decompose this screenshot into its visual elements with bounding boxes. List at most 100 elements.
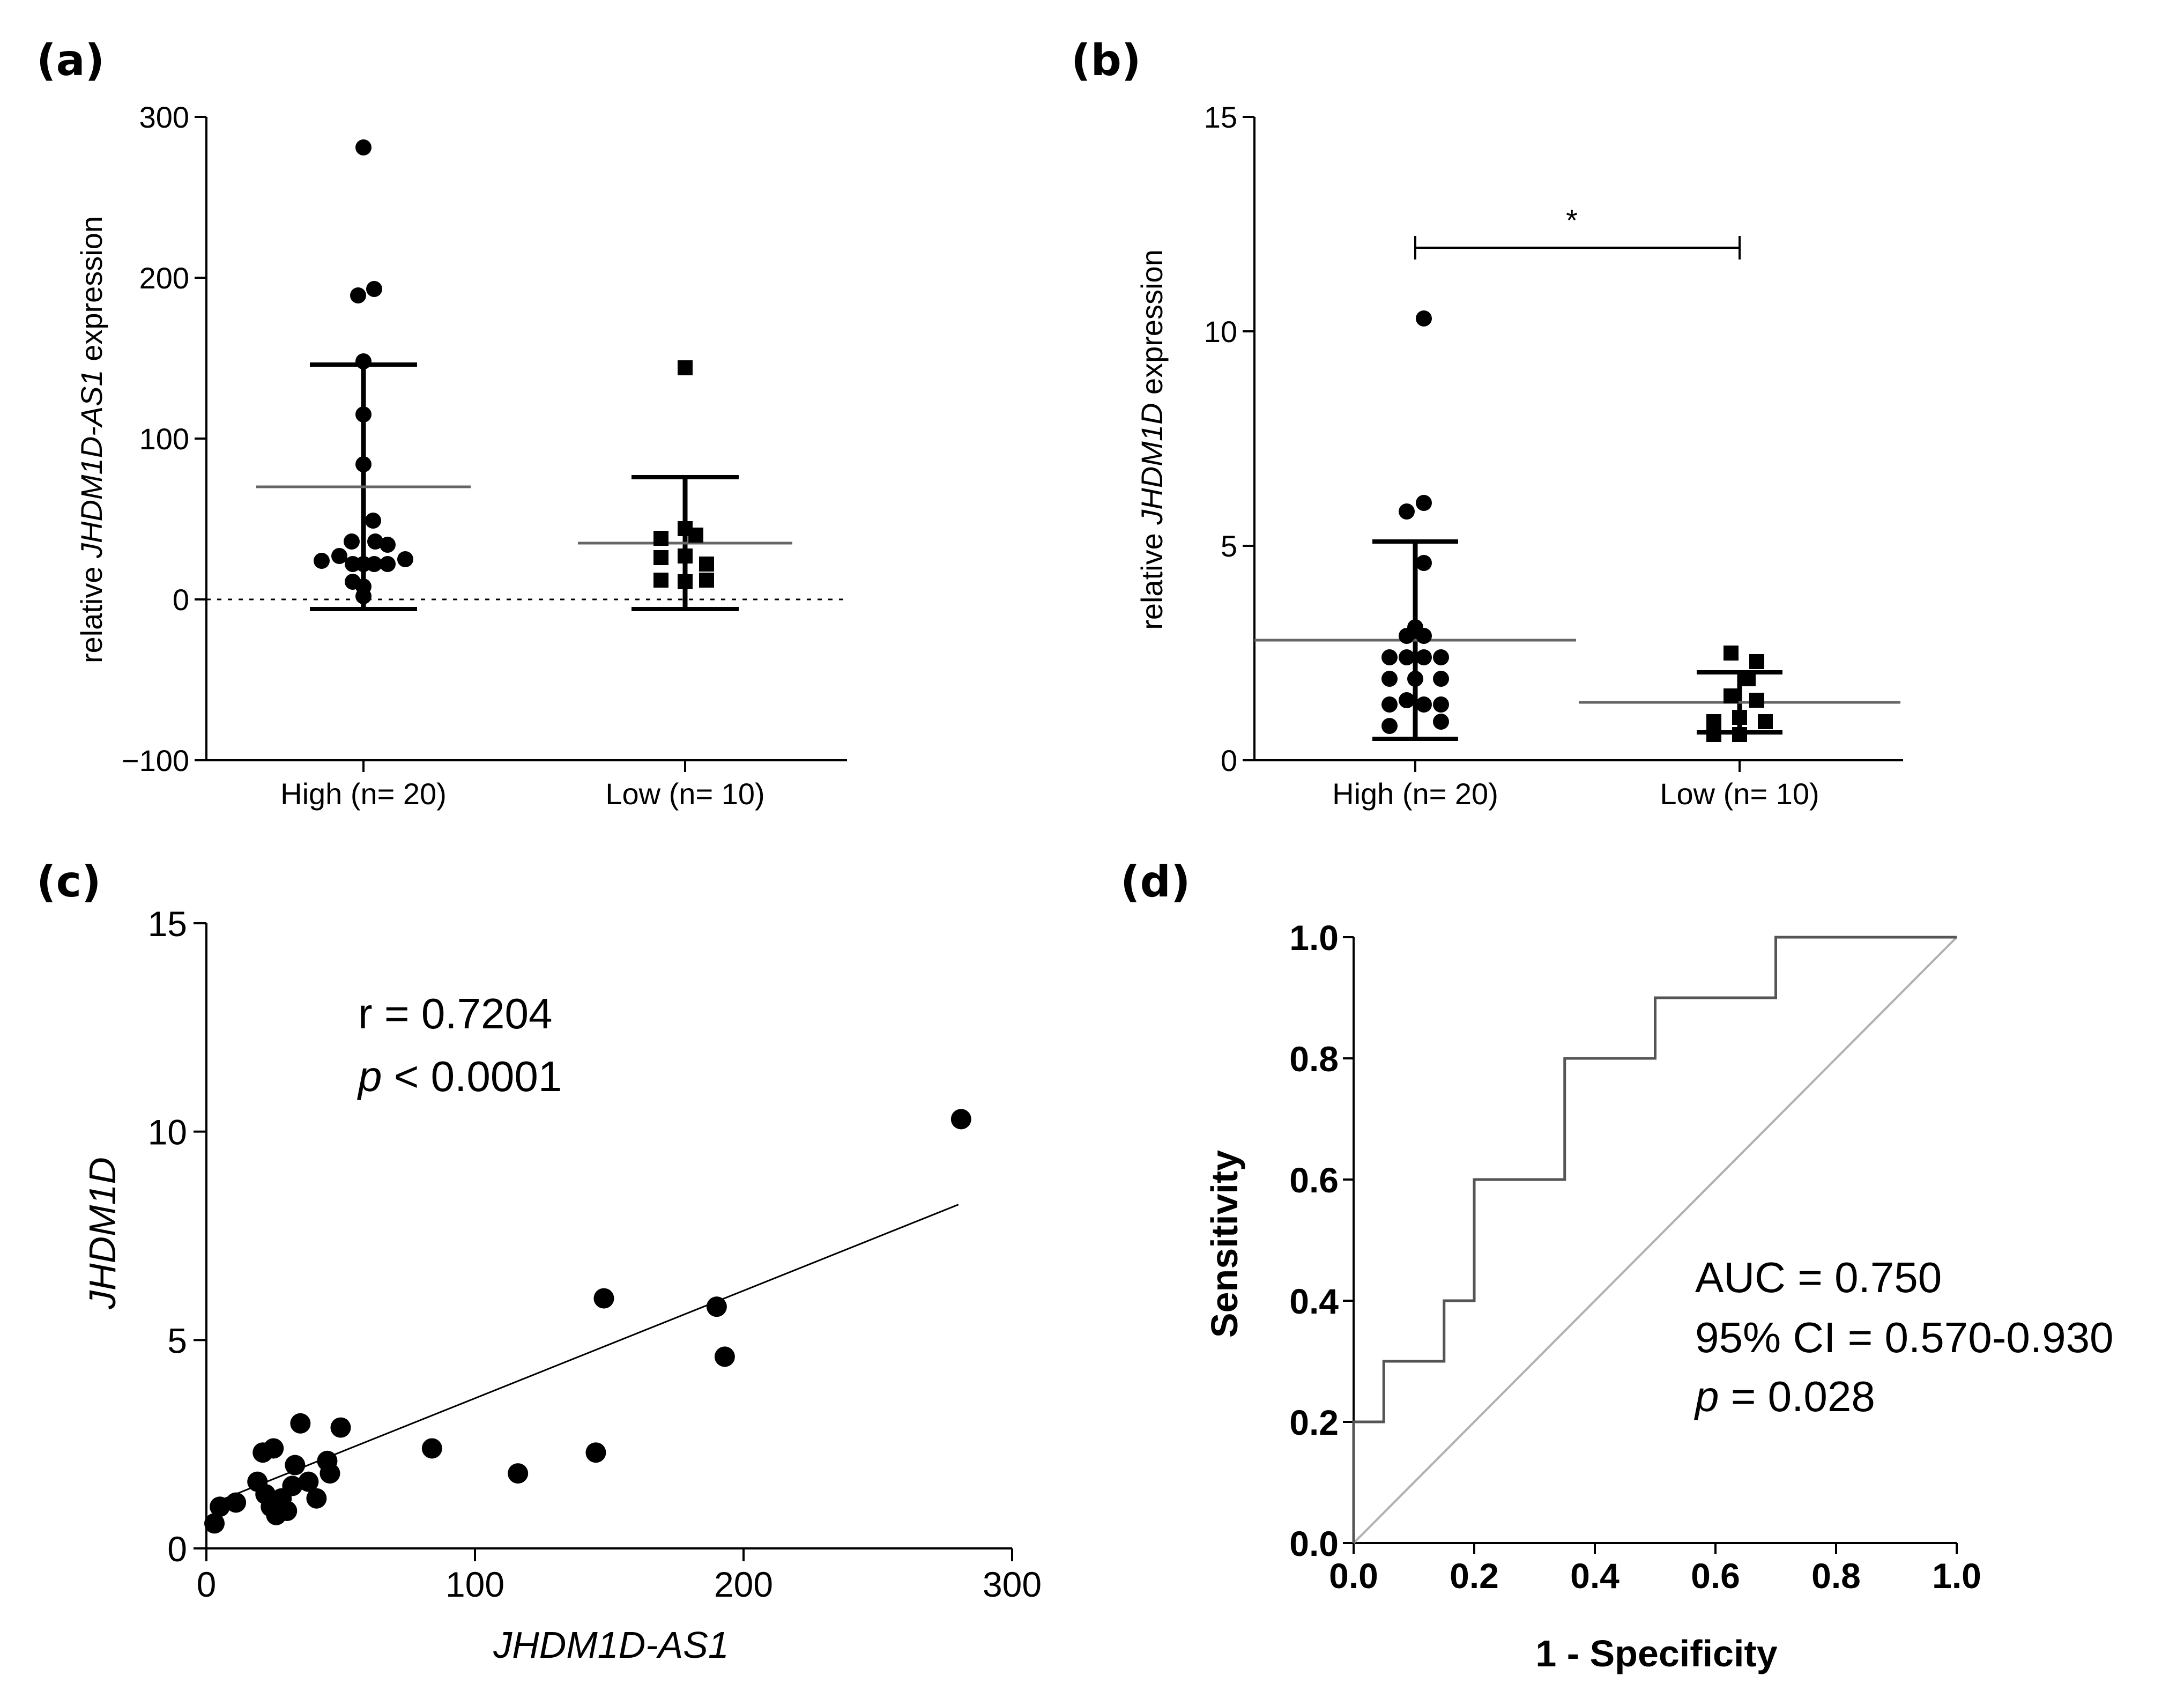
- data-point-square: [1741, 671, 1756, 686]
- data-point-circle: [355, 353, 372, 369]
- data-point-circle: [1399, 503, 1415, 520]
- data-point-circle: [210, 1496, 231, 1517]
- x-tick-label: 1.0: [1932, 1556, 1981, 1596]
- x-tick-label: 200: [714, 1564, 773, 1604]
- data-point-square: [1706, 714, 1721, 729]
- data-point-circle: [344, 533, 360, 550]
- data-point-circle: [593, 1288, 614, 1309]
- panel-c-x-axis-title: JHDM1D-AS1: [493, 1624, 729, 1666]
- y-tick-label: 0: [167, 1529, 187, 1569]
- data-point-circle: [508, 1463, 529, 1484]
- data-point-square: [688, 528, 703, 543]
- data-point-circle: [714, 1346, 735, 1367]
- data-point-square: [678, 548, 693, 563]
- panel-d-x-ticks: 0.0 0.2 0.4 0.6 0.8 1.0: [1329, 1543, 1981, 1596]
- panel-c-x-ticks: 0 100 200 300: [197, 1548, 1042, 1604]
- panel-d: (d) Sensitivity 1 - Specificity 0.00.20.…: [1120, 857, 2114, 1674]
- y-tick-label: 5: [167, 1321, 187, 1360]
- x-tick-label: 0.2: [1450, 1556, 1499, 1596]
- panel-b-x-ticks: High (n= 20) Low (n= 10): [1332, 760, 1819, 811]
- data-point-circle: [380, 537, 396, 553]
- data-point-circle: [285, 1455, 306, 1475]
- panel-b-label: (b): [1071, 35, 1141, 85]
- x-tick-label: 0.8: [1811, 1556, 1861, 1596]
- y-tick-label: 300: [139, 100, 189, 134]
- data-point-circle: [1416, 495, 1432, 511]
- data-point-circle: [365, 513, 381, 529]
- panel-a: (a) relative JHDM1D-AS1 expression −100 0…: [36, 35, 847, 811]
- y-tick-label: 10: [1204, 315, 1237, 349]
- panel-d-y-ticks: 0.0 0.2 0.4 0.6 0.8 1.0: [1289, 918, 1354, 1563]
- data-point-circle: [282, 1475, 303, 1496]
- data-point-circle: [204, 1513, 225, 1534]
- panel-c-regression-line: [219, 1204, 959, 1501]
- data-point-circle: [1399, 649, 1415, 665]
- data-point-circle: [1433, 671, 1449, 687]
- panel-d-x-axis-title: 1 - Specificity: [1535, 1633, 1777, 1674]
- data-point-circle: [1399, 692, 1415, 708]
- data-point-circle: [314, 553, 330, 569]
- y-tick-label: 0.6: [1289, 1160, 1339, 1200]
- panel-b-marks: [1254, 310, 1900, 742]
- data-point-circle: [1433, 696, 1449, 713]
- x-tick-label: 300: [983, 1564, 1042, 1604]
- panel-b-y-axis-title: relative JHDM1D expression: [1135, 249, 1169, 630]
- data-point-circle: [1416, 649, 1432, 665]
- panel-b-significance-star: *: [1566, 203, 1578, 237]
- panel-a-y-axis-title: relative JHDM1D-AS1 expression: [75, 216, 108, 663]
- data-point-square: [653, 531, 668, 546]
- data-point-square: [653, 550, 668, 565]
- y-tick-label: 0: [173, 583, 189, 617]
- x-tick-label: 0.4: [1570, 1556, 1620, 1596]
- data-point-square: [1724, 688, 1739, 703]
- data-point-circle: [1416, 310, 1432, 327]
- panel-a-x-ticks: High (n= 20) Low (n= 10): [280, 760, 765, 811]
- data-point-circle: [380, 556, 396, 572]
- x-tick-label: Low (n= 10): [1660, 777, 1819, 811]
- data-point-circle: [355, 406, 372, 422]
- data-point-circle: [263, 1438, 284, 1459]
- panel-d-p-annotation: p = 0.028: [1694, 1373, 1875, 1420]
- panel-a-label: (a): [36, 35, 105, 85]
- panel-b: (b) relative JHDM1D expression 0 5 10 15 Hi…: [1071, 35, 1903, 811]
- data-point-circle: [298, 1471, 319, 1492]
- x-tick-label: 0.0: [1329, 1556, 1378, 1596]
- data-point-circle: [366, 556, 382, 572]
- data-point-circle: [1381, 718, 1398, 734]
- y-tick-label: −100: [122, 744, 189, 777]
- data-point-circle: [331, 548, 347, 564]
- data-point-square: [1758, 714, 1773, 729]
- panel-c-marks: [204, 1109, 971, 1534]
- data-point-circle: [355, 588, 372, 604]
- panel-c-y-ticks: 0 5 10 15: [148, 904, 206, 1569]
- panel-c-label: (c): [36, 857, 101, 907]
- data-point-circle: [1381, 696, 1398, 713]
- data-point-circle: [1416, 555, 1432, 571]
- data-point-square: [1732, 727, 1747, 742]
- data-point-circle: [366, 281, 382, 297]
- data-point-circle: [1381, 649, 1398, 665]
- data-point-circle: [1416, 628, 1432, 644]
- panel-d-ci-annotation: 95% CI = 0.570-0.930: [1695, 1314, 2114, 1361]
- data-point-circle: [1381, 671, 1398, 687]
- y-tick-label: 0.2: [1289, 1403, 1339, 1442]
- data-point-square: [1706, 727, 1721, 742]
- data-point-square: [1749, 654, 1764, 669]
- y-tick-label: 0.0: [1289, 1524, 1339, 1563]
- panel-d-auc-annotation: AUC = 0.750: [1695, 1254, 1942, 1301]
- panel-d-label: (d): [1120, 857, 1190, 907]
- y-tick-label: 200: [139, 261, 189, 295]
- data-point-circle: [226, 1492, 247, 1513]
- data-point-circle: [1416, 696, 1432, 713]
- data-point-circle: [706, 1296, 727, 1317]
- x-tick-label: High (n= 20): [280, 777, 447, 811]
- panel-b-significance-bracket: *: [1414, 203, 1741, 259]
- data-point-circle: [330, 1417, 351, 1438]
- y-tick-label: 0.4: [1289, 1281, 1339, 1321]
- y-tick-label: 10: [148, 1113, 187, 1152]
- x-tick-label: 0.6: [1691, 1556, 1740, 1596]
- y-tick-label: 100: [139, 422, 189, 456]
- x-tick-label: High (n= 20): [1332, 777, 1498, 811]
- data-point-circle: [350, 287, 366, 303]
